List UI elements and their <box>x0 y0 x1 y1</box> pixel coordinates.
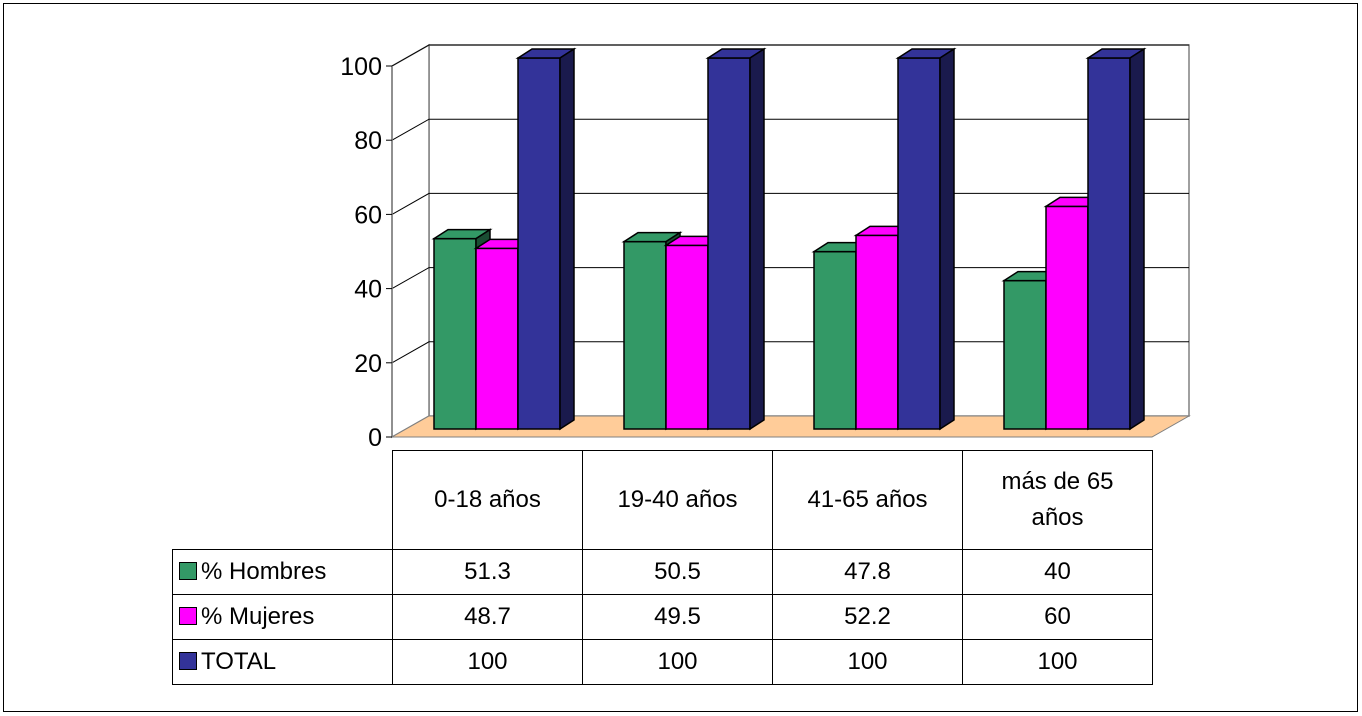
series-name: % Hombres <box>201 558 327 585</box>
bar-front <box>665 244 709 430</box>
bar-front <box>897 57 941 430</box>
bar-front <box>433 237 477 430</box>
y-tick-label: 80 <box>354 127 382 155</box>
bar-side <box>749 47 765 431</box>
data-cell: 100 <box>962 639 1153 685</box>
bar <box>895 47 957 431</box>
bar-side <box>559 47 575 431</box>
bar <box>515 47 577 431</box>
plot-floor <box>390 415 1191 438</box>
data-cell: 100 <box>582 639 773 685</box>
data-cell: 60 <box>962 594 1153 640</box>
bar-side <box>1129 47 1145 431</box>
y-tick-label: 100 <box>340 53 382 81</box>
category-label: 19-40 años <box>582 450 773 550</box>
series-legend-cell: TOTAL <box>172 639 393 685</box>
category-label: más de 65 años <box>962 450 1153 550</box>
category-label: 0-18 años <box>392 450 583 550</box>
y-tick-label: 20 <box>354 350 382 378</box>
bar-front <box>475 247 519 430</box>
data-cell: 52.2 <box>772 594 963 640</box>
table-header-row: 0-18 años 19-40 años 41-65 años más de 65 a… <box>172 450 1153 550</box>
bar-front <box>517 57 561 430</box>
series-name: TOTAL <box>201 648 277 675</box>
series-legend-cell: % Hombres <box>172 549 393 595</box>
y-tick-label: 40 <box>354 276 382 304</box>
y-axis: 0 20 40 60 80 100 <box>340 53 393 452</box>
table-row: TOTAL 100 100 100 100 <box>172 639 1153 685</box>
bar-front <box>623 240 667 430</box>
data-cell: 100 <box>772 639 963 685</box>
legend-swatch <box>179 607 197 625</box>
series-name: % Mujeres <box>201 603 315 630</box>
floor-plane <box>390 415 1191 438</box>
bar <box>1085 47 1147 431</box>
data-cell: 48.7 <box>392 594 583 640</box>
bar-front <box>707 57 751 430</box>
bar-front <box>813 250 857 430</box>
legend-swatch <box>179 652 197 670</box>
data-cell: 47.8 <box>772 549 963 595</box>
table-corner <box>172 450 393 550</box>
data-cell: 51.3 <box>392 549 583 595</box>
side-wall <box>391 43 430 439</box>
data-cell: 49.5 <box>582 594 773 640</box>
data-cell: 40 <box>962 549 1153 595</box>
series-legend-cell: % Mujeres <box>172 594 393 640</box>
bar-front <box>855 234 899 430</box>
data-table: 0-18 años 19-40 años 41-65 años más de 65 a… <box>172 450 1153 685</box>
legend-swatch <box>179 562 197 580</box>
table-row: % Mujeres 48.7 49.5 52.2 60 <box>172 594 1153 640</box>
bar <box>705 47 767 431</box>
bars <box>431 47 1147 431</box>
y-tick-label: 0 <box>368 424 382 452</box>
bar-side <box>939 47 955 431</box>
data-cell: 100 <box>392 639 583 685</box>
bar-front <box>1087 57 1131 430</box>
gridline <box>391 44 1189 67</box>
data-cell: 50.5 <box>582 549 773 595</box>
table-row: % Hombres 51.3 50.5 47.8 40 <box>172 549 1153 595</box>
bar-front <box>1045 205 1089 430</box>
y-tick-label: 60 <box>354 201 382 229</box>
bar-front <box>1003 279 1047 430</box>
category-label: 41-65 años <box>772 450 963 550</box>
